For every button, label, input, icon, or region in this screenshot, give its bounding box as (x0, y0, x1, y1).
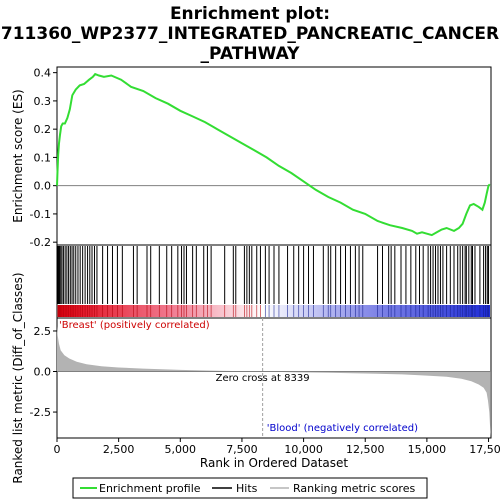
metric-x-axis: 0 2,500 5,000 7,500 10,000 12,500 15,000 17,500 (54, 438, 500, 456)
metric-x-tick-label: 12,500 (346, 443, 385, 456)
negative-class-label: 'Blood' (negatively correlated) (267, 423, 418, 434)
title-line-1: Enrichment plot: (170, 4, 330, 24)
es-y-tick-label: -0.1 (30, 208, 51, 221)
es-y-tick-label: 0.0 (34, 180, 52, 193)
es-y-tick-label: 0.2 (34, 123, 52, 136)
metric-x-tick-label: 15,000 (408, 443, 447, 456)
legend: Enrichment profile Hits Ranking metric s… (72, 477, 428, 499)
metric-y-tick-label: 2.5 (34, 325, 52, 338)
metric-y-tick-label: -2.5 (30, 406, 51, 419)
legend-enrichment-label: Enrichment profile (99, 482, 201, 495)
metric-x-tick-label: 0 (54, 443, 61, 456)
legend-metric-label: Ranking metric scores (293, 482, 415, 495)
title-line-3: _PATHWAY (201, 44, 301, 64)
legend-hits-label: Hits (236, 482, 258, 495)
hits-panel (56, 244, 492, 319)
es-panel: -0.2 -0.1 0.0 0.1 0.2 0.3 0.4 Enrichment score… (11, 66, 492, 249)
metric-x-tick-label: 2,500 (103, 443, 135, 456)
metric-y-axis: 2.5 0.0 -2.5 (30, 325, 57, 419)
metric-x-axis-label: Rank in Ordered Dataset (200, 456, 348, 470)
positive-class-label: 'Breast' (positively correlated) (59, 320, 210, 331)
enrichment-profile-line (56, 72, 491, 237)
metric-y-tick-label: 0.0 (34, 366, 52, 379)
title-line-2: 711360_WP2377_INTEGRATED_PANCREATIC_CANC… (1, 24, 499, 44)
es-y-axis: -0.2 -0.1 0.0 0.1 0.2 0.3 0.4 (30, 67, 57, 249)
metric-x-tick-label: 7,500 (226, 443, 258, 456)
legend-frame (72, 477, 428, 499)
zero-cross-label: Zero cross at 8339 (216, 373, 310, 384)
es-y-tick-label: 0.1 (34, 151, 52, 164)
es-panel-frame (56, 66, 492, 246)
metric-panel: Zero cross at 8339 'Breast' (positively … (11, 272, 500, 483)
metric-x-tick-label: 10,000 (284, 443, 323, 456)
es-y-axis-label: Enrichment score (ES) (11, 89, 25, 222)
metric-y-axis-label: Ranked list metric (Diff_of_Classes) (11, 272, 25, 483)
hit-marks (56, 246, 490, 304)
metric-x-tick-label: 5,000 (165, 443, 197, 456)
es-y-tick-label: -0.2 (30, 236, 51, 249)
metric-x-tick-label: 17,500 (469, 443, 500, 456)
es-y-tick-label: 0.4 (34, 67, 52, 80)
es-y-tick-label: 0.3 (34, 95, 52, 108)
correlation-band (57, 305, 490, 317)
metric-panel-frame (56, 317, 492, 439)
